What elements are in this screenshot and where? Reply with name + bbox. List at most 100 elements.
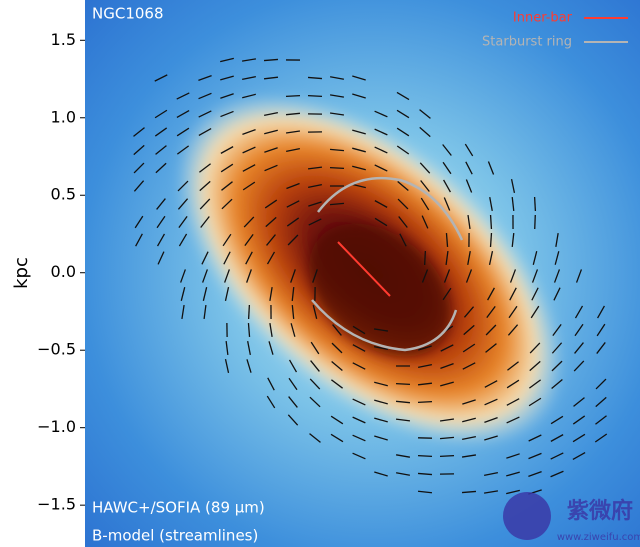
polarization-vector — [488, 251, 494, 265]
polarization-vector — [487, 287, 495, 301]
polarization-vector — [352, 129, 366, 135]
polarization-vector — [420, 197, 430, 211]
polarization-vector — [352, 75, 366, 81]
polarization-vector — [508, 305, 518, 319]
polarization-vector — [242, 75, 256, 81]
polarization-vector — [463, 306, 475, 318]
polarization-vector — [594, 433, 608, 443]
polarization-vector — [198, 75, 212, 81]
polarization-vector — [176, 92, 190, 100]
polarization-vector — [263, 58, 279, 62]
polarization-vector — [176, 127, 190, 137]
polarization-vector — [399, 233, 407, 247]
polarization-vector — [443, 197, 451, 211]
polarization-vector — [395, 382, 411, 386]
polarization-vector — [309, 396, 321, 408]
polarization-vector — [307, 76, 323, 80]
polarization-vector — [134, 215, 144, 229]
starburst-ring — [311, 299, 458, 352]
polarization-vector — [288, 359, 298, 373]
polarization-vector — [528, 397, 542, 407]
polarization-vector — [528, 379, 542, 389]
polarization-vector — [530, 305, 540, 319]
polarization-vector — [244, 233, 254, 247]
polarization-vector — [550, 434, 564, 442]
polarization-vector — [329, 76, 345, 80]
polarization-vector — [374, 399, 388, 405]
polarization-vector — [198, 92, 212, 100]
polarization-vector — [573, 360, 585, 372]
polarization-vector — [595, 415, 607, 425]
polarization-vector — [290, 269, 296, 283]
polarization-vector — [395, 418, 411, 422]
polarization-vector — [329, 148, 345, 152]
polarization-vector — [506, 489, 520, 495]
polarization-vector — [198, 110, 212, 118]
polarization-vector — [352, 165, 366, 171]
polarization-vector — [374, 345, 388, 351]
polarization-vector — [532, 251, 538, 265]
polarization-vector — [285, 130, 301, 134]
polarization-vector — [373, 328, 389, 332]
polarization-vector — [265, 216, 277, 228]
polarization-vector — [572, 433, 586, 443]
polarization-vector — [531, 269, 539, 283]
watermark: 紫微府 www.ziweifu.com — [503, 492, 640, 543]
polarization-vector — [463, 324, 475, 336]
polarization-vector — [572, 452, 586, 460]
polarization-vector — [419, 109, 431, 119]
polarization-vector — [461, 454, 477, 458]
polarization-vector — [395, 454, 411, 458]
polarization-vector — [156, 233, 166, 247]
legend-label: Starburst ring — [482, 35, 572, 50]
polarization-vector — [287, 234, 299, 246]
polarization-vector — [242, 181, 256, 191]
polarization-vector — [396, 91, 410, 101]
polarization-vector — [176, 145, 190, 155]
polarization-vector — [465, 179, 473, 193]
polarization-vector — [287, 414, 299, 426]
polarization-vector — [157, 251, 165, 265]
polarization-vector — [440, 344, 454, 352]
polarization-vector — [574, 305, 584, 319]
polarization-vector — [397, 198, 409, 210]
polarization-vector — [396, 472, 410, 476]
y-tick-label: −1.5 — [37, 495, 76, 514]
polarization-vector — [506, 379, 520, 389]
polarization-vector — [550, 452, 564, 460]
polarization-vector — [264, 111, 278, 117]
polarization-vector — [550, 415, 564, 425]
polarization-vector — [268, 341, 274, 355]
polarization-vector — [417, 400, 433, 404]
polarization-vector — [489, 196, 493, 212]
polarization-vector — [423, 250, 427, 266]
polarization-vector — [247, 322, 251, 338]
polarization-vector — [307, 94, 323, 98]
polarization-vector — [220, 57, 234, 63]
polarization-vector — [329, 112, 345, 116]
polarization-vector — [440, 362, 454, 370]
polarization-vector — [352, 416, 366, 424]
polarization-vector — [223, 251, 231, 265]
polarization-vector — [329, 166, 345, 170]
polarization-vector — [329, 202, 345, 206]
polarization-vector — [264, 147, 278, 153]
polarization-vector — [200, 216, 210, 228]
polarization-vector — [443, 269, 451, 283]
polarization-vector — [242, 93, 256, 99]
polarization-vector — [507, 324, 519, 336]
polarization-vector — [374, 128, 388, 136]
legend-label: Inner-bar — [513, 11, 573, 26]
polarization-vector — [133, 180, 145, 192]
polarization-vector — [484, 435, 498, 441]
polarization-vector — [178, 233, 188, 247]
polarization-vector — [286, 182, 300, 190]
polarization-vector — [312, 269, 318, 283]
polarization-vector — [221, 198, 233, 210]
polarization-vector — [176, 110, 190, 118]
polarization-vector — [155, 145, 167, 155]
polarization-vector — [285, 112, 301, 116]
polarization-vector — [486, 306, 496, 318]
watermark-url: www.ziweifu.com — [557, 532, 640, 543]
polarization-vector — [445, 232, 449, 248]
